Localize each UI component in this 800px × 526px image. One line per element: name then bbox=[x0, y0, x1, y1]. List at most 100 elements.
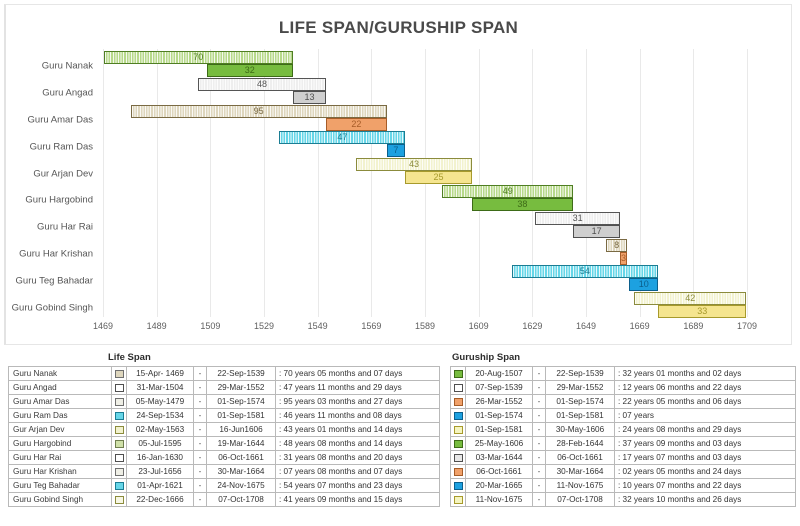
color-swatch bbox=[114, 439, 124, 448]
bar-value-label: 33 bbox=[697, 306, 708, 317]
table-row: Guru Teg Bahadar 01-Apr-1621-24-Nov-1675:… bbox=[8, 478, 440, 493]
end-date-cell: 30-Mar-1664 bbox=[545, 464, 615, 479]
color-swatch-cell bbox=[111, 436, 127, 451]
guru-name-cell: Guru Ram Das bbox=[8, 408, 112, 423]
bar-life-span-gur-arjan-dev[interactable]: 43 bbox=[356, 158, 472, 172]
end-date-cell: 24-Nov-1675 bbox=[206, 478, 276, 493]
x-axis-tick-label: 1689 bbox=[683, 321, 704, 331]
duration-cell: : 32 years 01 months and 02 days bbox=[614, 366, 796, 381]
bar-life-span-guru-har-rai[interactable]: 31 bbox=[535, 211, 621, 225]
color-swatch-cell bbox=[111, 492, 127, 507]
start-date-cell: 26-Mar-1552 bbox=[465, 394, 533, 409]
start-date-cell: 20-Aug-1507 bbox=[465, 366, 533, 381]
duration-cell: : 22 years 05 months and 06 days bbox=[614, 394, 796, 409]
bar-value-label: 7 bbox=[393, 145, 399, 156]
bar-life-span-guru-teg-bahadar[interactable]: 54 bbox=[511, 265, 659, 279]
bar-guruship-span-gur-arjan-dev[interactable]: 25 bbox=[405, 171, 472, 185]
color-swatch-cell bbox=[450, 464, 466, 479]
bar-life-span-guru-hargobind[interactable]: 49 bbox=[442, 185, 574, 198]
end-date-cell: 22-Sep-1539 bbox=[206, 366, 276, 381]
bar-guruship-span-guru-har-krishan[interactable]: 3 bbox=[620, 251, 627, 265]
guru-name-cell: Guru Hargobind bbox=[8, 436, 112, 451]
chart-title: LIFE SPAN/GURUSHIP SPAN bbox=[278, 18, 519, 37]
bar-life-span-guru-angad[interactable]: 48 bbox=[197, 77, 327, 91]
color-swatch-cell bbox=[111, 408, 127, 423]
end-date-cell: 07-Oct-1708 bbox=[545, 492, 615, 507]
bar-life-span-guru-nanak[interactable]: 70 bbox=[103, 51, 293, 64]
x-axis-tick-label: 1709 bbox=[736, 321, 758, 331]
chart-panel: LIFE SPAN/GURUSHIP SPAN Guru Nanak Guru A… bbox=[4, 4, 792, 345]
table-row: Gur Arjan Dev 02-May-1563-16-Jun1606: 43 … bbox=[8, 422, 440, 437]
start-date-cell: 25-May-1606 bbox=[465, 436, 533, 451]
end-date-cell: 29-Mar-1552 bbox=[206, 380, 276, 395]
color-swatch-cell bbox=[450, 380, 466, 395]
color-swatch-cell bbox=[450, 366, 466, 381]
x-axis-tick-label: 1589 bbox=[414, 321, 436, 331]
start-date-cell: 02-May-1563 bbox=[126, 422, 194, 437]
bar-guruship-span-guru-amar-das[interactable]: 22 bbox=[326, 117, 387, 131]
bar-guruship-span-guru-angad[interactable]: 13 bbox=[292, 90, 327, 104]
end-date-cell: 29-Mar-1552 bbox=[545, 380, 615, 395]
table-row: 20-Mar-1665-11-Nov-1675: 10 years 07 mon… bbox=[450, 478, 796, 493]
date-separator-cell: - bbox=[193, 450, 207, 465]
bar-value-label: 22 bbox=[351, 118, 362, 129]
table-row: 20-Aug-1507-22-Sep-1539: 32 years 01 mon… bbox=[450, 366, 796, 381]
guruship-span-table-wrap: Guruship Span 20-Aug-1507-22-Sep-1539: 3… bbox=[450, 352, 796, 507]
x-gridline bbox=[747, 49, 748, 317]
table-row: Guru Ram Das 24-Sep-1534-01-Sep-1581: 46 … bbox=[8, 408, 440, 423]
guru-name-cell: Guru Har Rai bbox=[8, 450, 112, 465]
end-date-cell: 30-Mar-1664 bbox=[206, 464, 276, 479]
color-swatch-cell bbox=[111, 450, 127, 465]
end-date-cell: 01-Sep-1574 bbox=[545, 394, 615, 409]
bar-guruship-span-guru-nanak[interactable]: 32 bbox=[206, 64, 293, 77]
end-date-cell: 01-Sep-1574 bbox=[206, 394, 276, 409]
color-swatch-cell bbox=[450, 492, 466, 507]
guru-name-cell: Guru Gobind Singh bbox=[8, 492, 112, 507]
life-span-table-wrap: Life Span Guru Nanak 15-Apr- 1469-22-Sep-… bbox=[8, 352, 440, 507]
bar-life-span-guru-gobind-singh[interactable]: 42 bbox=[634, 292, 747, 306]
guruship-span-table: 20-Aug-1507-22-Sep-1539: 32 years 01 mon… bbox=[450, 366, 796, 507]
date-separator-cell: - bbox=[193, 408, 207, 423]
bar-guruship-span-guru-gobind-singh[interactable]: 33 bbox=[658, 305, 747, 319]
duration-cell: : 02 years 05 months and 24 days bbox=[614, 464, 796, 479]
bar-life-span-guru-ram-das[interactable]: 47 bbox=[279, 131, 406, 145]
y-axis-label-guru-har-rai: Guru Har Rai bbox=[37, 221, 93, 233]
bar-guruship-span-guru-ram-das[interactable]: 7 bbox=[386, 144, 406, 158]
y-axis-label-guru-ram-das: Guru Ram Das bbox=[29, 141, 93, 153]
bar-life-span-guru-har-krishan[interactable]: 8 bbox=[606, 238, 627, 252]
color-swatch bbox=[453, 411, 463, 420]
color-swatch bbox=[453, 439, 463, 448]
bar-guruship-span-guru-hargobind[interactable]: 38 bbox=[471, 198, 573, 211]
bar-life-span-guru-amar-das[interactable]: 95 bbox=[130, 104, 387, 118]
date-separator-cell: - bbox=[532, 380, 546, 395]
x-axis-tick-label: 1469 bbox=[92, 321, 114, 331]
color-swatch bbox=[114, 467, 124, 476]
table-row: Guru Har Krishan 23-Jul-1656-30-Mar-1664:… bbox=[8, 464, 440, 479]
start-date-cell: 05-May-1479 bbox=[126, 394, 194, 409]
date-separator-cell: - bbox=[193, 422, 207, 437]
duration-cell: : 07 years 08 months and 07 days bbox=[275, 464, 440, 479]
table-row: 07-Sep-1539-29-Mar-1552: 12 years 06 mon… bbox=[450, 380, 796, 395]
date-separator-cell: - bbox=[532, 478, 546, 493]
color-swatch bbox=[114, 383, 124, 392]
x-gridline bbox=[532, 49, 534, 317]
date-separator-cell: - bbox=[193, 366, 207, 381]
bar-guruship-span-guru-har-rai[interactable]: 17 bbox=[573, 224, 621, 238]
bar-guruship-span-guru-teg-bahadar[interactable]: 10 bbox=[629, 278, 659, 292]
color-swatch-cell bbox=[450, 422, 466, 437]
table-row: Guru Gobind Singh 22-Dec-1666-07-Oct-1708… bbox=[8, 492, 440, 507]
end-date-cell: 28-Feb-1644 bbox=[545, 436, 615, 451]
end-date-cell: 30-May-1606 bbox=[545, 422, 615, 437]
color-swatch bbox=[114, 481, 124, 490]
x-gridline bbox=[639, 49, 641, 317]
x-axis-tick-label: 1669 bbox=[629, 321, 650, 331]
life-span-table-header: Life Span bbox=[108, 352, 151, 363]
x-gridline bbox=[210, 49, 212, 317]
duration-cell: : 17 years 07 months and 03 days bbox=[614, 450, 796, 465]
guru-name-cell: Guru Teg Bahadar bbox=[8, 478, 112, 493]
color-swatch bbox=[453, 453, 463, 462]
color-swatch bbox=[114, 369, 124, 378]
bar-value-label: 25 bbox=[433, 172, 444, 183]
color-swatch bbox=[114, 425, 124, 434]
duration-cell: : 24 years 08 months and 29 days bbox=[614, 422, 796, 437]
